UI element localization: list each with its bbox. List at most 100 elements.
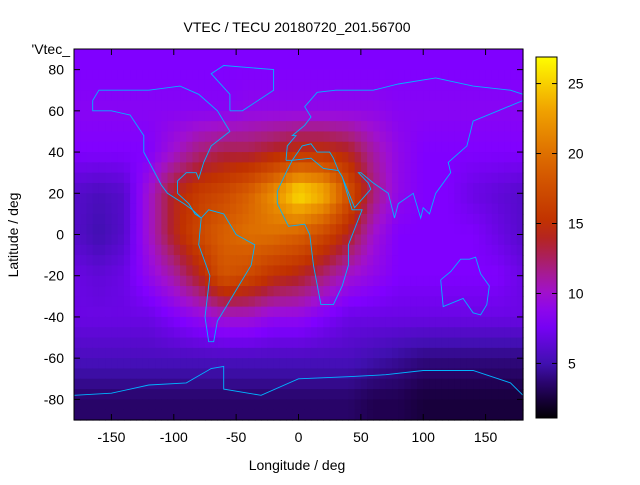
heatmap-cell bbox=[385, 172, 393, 184]
heatmap-cell bbox=[292, 79, 300, 91]
heatmap-cell bbox=[466, 296, 474, 308]
heatmap-cell bbox=[379, 90, 387, 102]
heatmap-cell bbox=[373, 182, 381, 194]
heatmap-cell bbox=[86, 121, 94, 133]
heatmap-cell bbox=[192, 399, 200, 411]
heatmap-cell bbox=[192, 255, 200, 267]
heatmap-cell bbox=[130, 368, 137, 380]
heatmap-cell bbox=[479, 59, 487, 71]
heatmap-cell bbox=[167, 296, 175, 308]
heatmap-cell bbox=[204, 409, 212, 421]
heatmap-cell bbox=[485, 152, 493, 163]
heatmap-cell bbox=[136, 286, 144, 297]
heatmap-cell bbox=[117, 182, 125, 194]
heatmap-cell bbox=[155, 172, 162, 184]
heatmap-cell bbox=[416, 162, 424, 174]
heatmap-cell bbox=[441, 224, 449, 236]
heatmap-cell bbox=[379, 368, 387, 380]
heatmap-cell bbox=[80, 265, 88, 277]
heatmap-cell bbox=[348, 327, 356, 339]
heatmap-cell bbox=[510, 69, 518, 81]
heatmap-cell bbox=[279, 141, 287, 153]
heatmap-cell bbox=[192, 110, 200, 122]
heatmap-cell bbox=[261, 296, 268, 308]
colorbar-tick-label: 10 bbox=[568, 285, 584, 301]
heatmap-cell bbox=[504, 327, 512, 339]
coastline bbox=[285, 77, 524, 161]
heatmap-cell bbox=[173, 49, 181, 60]
heatmap-cell bbox=[429, 234, 437, 246]
heatmap-cell bbox=[317, 275, 325, 287]
heatmap-cell bbox=[317, 337, 325, 349]
heatmap-cell bbox=[317, 69, 325, 81]
heatmap-cell bbox=[423, 131, 431, 143]
heatmap-cell bbox=[473, 49, 480, 60]
heatmap-cell bbox=[236, 337, 243, 349]
heatmap-cell bbox=[310, 121, 318, 133]
heatmap-cell bbox=[310, 368, 318, 380]
heatmap-cell bbox=[298, 131, 306, 143]
heatmap-cell bbox=[223, 131, 231, 143]
heatmap-cell bbox=[335, 224, 343, 236]
heatmap-cell bbox=[148, 347, 156, 359]
heatmap-cell bbox=[192, 79, 200, 91]
heatmap-cell bbox=[155, 131, 162, 143]
heatmap-cell bbox=[460, 399, 468, 411]
heatmap-cell bbox=[192, 203, 200, 215]
heatmap-cell bbox=[217, 213, 225, 225]
heatmap-cell bbox=[379, 337, 387, 349]
heatmap-cell bbox=[379, 327, 387, 339]
heatmap-cell bbox=[416, 296, 424, 308]
heatmap-cell bbox=[198, 213, 206, 225]
heatmap-cell bbox=[441, 286, 449, 297]
heatmap-cell bbox=[304, 347, 312, 359]
heatmap-cell bbox=[267, 337, 275, 349]
heatmap-cell bbox=[473, 162, 480, 174]
heatmap-cell bbox=[385, 141, 393, 153]
heatmap-cell bbox=[148, 234, 156, 246]
heatmap-cell bbox=[273, 141, 281, 153]
heatmap-cell bbox=[204, 59, 212, 71]
heatmap-cell bbox=[161, 224, 169, 236]
heatmap-cell bbox=[254, 327, 262, 339]
heatmap-cell bbox=[323, 224, 331, 236]
heatmap-cell bbox=[392, 244, 399, 256]
heatmap-cell bbox=[167, 90, 175, 102]
heatmap-cell bbox=[360, 110, 368, 122]
heatmap-cell bbox=[323, 409, 331, 421]
heatmap-cell bbox=[92, 100, 100, 112]
heatmap-cell bbox=[342, 275, 349, 287]
heatmap-cell bbox=[142, 172, 150, 184]
heatmap-cell bbox=[435, 100, 443, 112]
heatmap-cell bbox=[423, 255, 431, 267]
heatmap-cell bbox=[111, 275, 119, 287]
heatmap-cell bbox=[398, 378, 406, 390]
heatmap-cell bbox=[142, 378, 150, 390]
heatmap-cell bbox=[348, 79, 356, 91]
heatmap-cell bbox=[335, 275, 343, 287]
heatmap-cell bbox=[392, 172, 399, 184]
heatmap-cell bbox=[211, 347, 219, 359]
heatmap-cell bbox=[229, 79, 237, 91]
heatmap-cell bbox=[454, 316, 462, 328]
x-axis-ticks: -150 -100 -50 0 50 100 150 bbox=[97, 49, 497, 445]
heatmap-cell bbox=[267, 316, 275, 328]
heatmap-cell bbox=[342, 193, 349, 205]
heatmap-cell bbox=[204, 358, 212, 370]
heatmap-cell bbox=[498, 100, 505, 112]
heatmap-cell bbox=[404, 49, 412, 60]
heatmap-cell bbox=[86, 378, 94, 390]
heatmap-cell bbox=[117, 90, 125, 102]
heatmap-cell bbox=[279, 49, 287, 60]
heatmap-cell bbox=[473, 121, 480, 133]
heatmap-cell bbox=[498, 234, 505, 246]
heatmap-cell bbox=[342, 79, 349, 91]
heatmap-cell bbox=[466, 409, 474, 421]
heatmap-cell bbox=[273, 265, 281, 277]
heatmap-cell bbox=[317, 389, 325, 400]
heatmap-cell bbox=[267, 172, 275, 184]
heatmap-cell bbox=[423, 389, 431, 400]
heatmap-cell bbox=[267, 131, 275, 143]
y-tick-label: -80 bbox=[44, 391, 64, 407]
heatmap-cell bbox=[298, 265, 306, 277]
